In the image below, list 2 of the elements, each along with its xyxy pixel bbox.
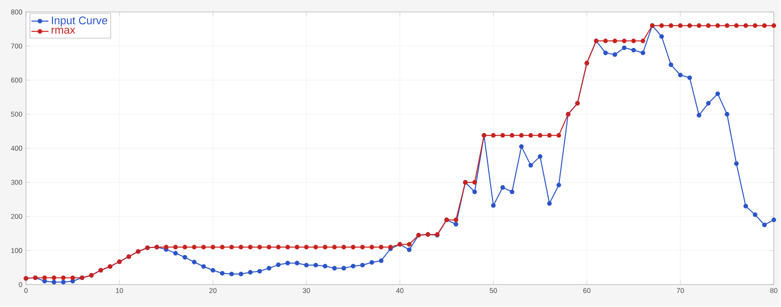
legend-label: Input Curve bbox=[52, 16, 108, 27]
legend-label: rmax bbox=[52, 28, 76, 34]
